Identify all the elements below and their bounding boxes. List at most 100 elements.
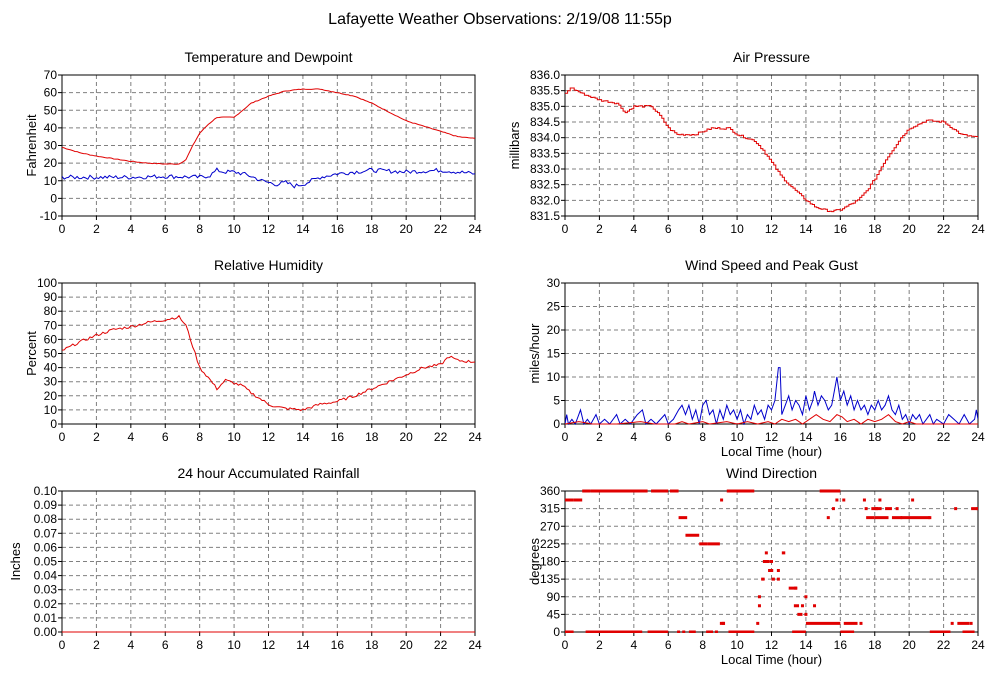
x-tick-label: 16 (834, 638, 848, 652)
y-tick-label: 50 (44, 347, 58, 361)
y-tick-label: 10 (547, 370, 561, 384)
page-title: Lafayette Weather Observations: 2/19/08 … (328, 11, 672, 28)
y-tick-label: 40 (44, 361, 58, 375)
x-tick-label: 4 (127, 430, 134, 444)
y-tick-label: 0.09 (34, 498, 58, 512)
y-tick-label: 832.0 (530, 193, 560, 207)
x-tick-label: 8 (699, 222, 706, 236)
plot-frame (564, 282, 979, 425)
x-tick-label: 8 (196, 222, 203, 236)
y-tick-label: 0.07 (34, 526, 58, 540)
y-tick-label: 30 (547, 276, 561, 290)
x-tick-label: 22 (937, 430, 951, 444)
direction-point (862, 498, 866, 502)
direction-point (763, 560, 767, 563)
y-tick-label: 80 (44, 304, 58, 318)
chart-title: Relative Humidity (214, 257, 323, 273)
x-tick-label: 6 (162, 430, 169, 444)
y-tick-label: 0.01 (34, 611, 58, 625)
x-tick-label: 16 (834, 222, 848, 236)
x-tick-label: 4 (630, 430, 637, 444)
x-tick-label: 10 (730, 638, 744, 652)
plot-frame (564, 490, 979, 633)
x-tick-label: 10 (730, 430, 744, 444)
x-tick-label: 18 (868, 222, 882, 236)
x-tick-label: 24 (971, 638, 985, 652)
y-tick-label: 10 (44, 403, 58, 417)
y-tick-label: 0.00 (34, 625, 58, 639)
x-tick-label: 10 (227, 430, 241, 444)
y-tick-label: 0.06 (34, 540, 58, 554)
direction-point (714, 630, 718, 633)
x-tick-label: 2 (596, 638, 603, 652)
x-tick-label: 0 (562, 222, 569, 236)
x-tick-label: 18 (868, 430, 882, 444)
x-tick-label: 18 (365, 222, 379, 236)
x-tick-label: 20 (902, 430, 916, 444)
direction-point (969, 621, 973, 625)
direction-point (878, 498, 882, 502)
x-tick-label: 6 (665, 430, 672, 444)
x-tick-label: 4 (127, 222, 134, 236)
x-tick-label: 6 (665, 222, 672, 236)
x-tick-label: 12 (765, 222, 779, 236)
y-tick-label: 833.0 (530, 162, 560, 176)
x-tick-label: 2 (596, 430, 603, 444)
x-tick-label: 16 (331, 430, 345, 444)
direction-point (804, 612, 808, 616)
x-tick-label: 24 (468, 222, 482, 236)
direction-point (757, 595, 761, 599)
direction-point (585, 630, 589, 633)
x-tick-label: 10 (227, 222, 241, 236)
plot-area (62, 88, 475, 189)
series-line-red (62, 314, 475, 412)
x-tick-label: 18 (365, 638, 379, 652)
x-tick-label: 0 (59, 222, 66, 236)
y-tick-label: 0.08 (34, 512, 58, 526)
x-axis-label: Local Time (hour) (721, 444, 822, 459)
y-tick-label: 20 (44, 389, 58, 403)
direction-point (756, 621, 760, 625)
x-tick-label: 14 (296, 638, 310, 652)
x-tick-label: 14 (799, 430, 813, 444)
y-tick-label: 831.5 (530, 209, 560, 223)
direction-point (757, 604, 761, 608)
direction-point (864, 507, 868, 511)
x-axis-label: Local Time (hour) (721, 652, 822, 667)
x-tick-label: 8 (699, 638, 706, 652)
chart-title: 24 hour Accumulated Rainfall (177, 465, 359, 481)
x-tick-label: 0 (59, 430, 66, 444)
x-tick-label: 22 (434, 638, 448, 652)
chart-title: Wind Speed and Peak Gust (685, 257, 858, 273)
x-tick-label: 0 (59, 638, 66, 652)
x-tick-label: 20 (399, 638, 413, 652)
direction-point (835, 498, 839, 502)
y-tick-label: 90 (547, 590, 561, 604)
y-tick-label: 832.5 (530, 178, 560, 192)
x-tick-label: 22 (937, 222, 951, 236)
plot-area (565, 87, 978, 213)
y-tick-label: 50 (44, 103, 58, 117)
y-tick-label: 836.0 (530, 68, 560, 82)
x-tick-label: 6 (665, 638, 672, 652)
direction-point (682, 630, 686, 633)
y-tick-label: -10 (40, 209, 58, 223)
x-tick-label: 20 (399, 430, 413, 444)
x-tick-label: 24 (468, 430, 482, 444)
y-tick-label: 30 (44, 375, 58, 389)
y-tick-label: 70 (44, 318, 58, 332)
plot-area (62, 314, 475, 412)
direction-point (677, 630, 681, 633)
x-tick-label: 12 (262, 638, 276, 652)
direction-point (831, 507, 835, 511)
chart-title: Wind Direction (726, 465, 817, 481)
direction-point (776, 577, 780, 581)
y-axis-label: Percent (24, 331, 39, 376)
y-tick-label: 0.03 (34, 583, 58, 597)
x-tick-label: 10 (730, 222, 744, 236)
y-tick-label: 135 (540, 572, 560, 586)
series-line-blue (565, 367, 978, 425)
